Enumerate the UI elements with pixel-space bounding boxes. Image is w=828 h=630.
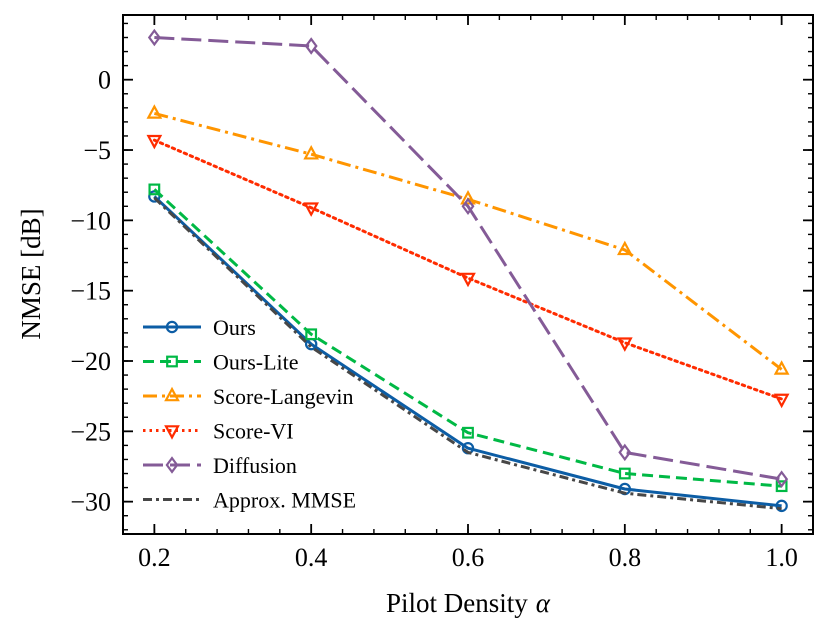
- data-point: [773, 393, 790, 409]
- x-axis-label-symbol: α: [536, 588, 551, 618]
- legend-item: Approx. MMSE: [143, 488, 356, 513]
- y-tick-label: 0: [98, 66, 111, 95]
- x-tick-label: 0.4: [295, 543, 328, 572]
- data-point: [146, 134, 163, 150]
- data-point: [146, 104, 163, 119]
- legend-label: Approx. MMSE: [213, 488, 356, 513]
- y-axis-label: NMSE [dB]: [16, 208, 46, 339]
- legend: Ours Ours-Lite Score-Langevin Score-VI Diffu…: [143, 315, 356, 513]
- data-point: [303, 145, 320, 160]
- series-score-vi: [146, 134, 790, 409]
- legend-label: Diffusion: [213, 453, 297, 478]
- series-line: [153, 188, 782, 488]
- data-point: [461, 197, 475, 216]
- y-tick-label: −25: [70, 417, 111, 446]
- data-point: [616, 337, 633, 352]
- data-point: [618, 467, 631, 480]
- x-tick-label: 0.8: [609, 543, 642, 572]
- legend-label: Ours: [213, 315, 256, 340]
- data-point: [304, 37, 318, 55]
- data-point: [147, 28, 161, 47]
- legend-label: Ours-Lite: [213, 350, 299, 375]
- legend-marker: [164, 386, 180, 402]
- ticks-layer: 0.2 0.4 0.6 0.8 1.0 0 −5 −10 −15 −20 −25 −30: [70, 15, 814, 572]
- legend-marker: [164, 425, 180, 440]
- data-point: [618, 443, 632, 462]
- legend-marker: [165, 320, 179, 334]
- y-tick-label: −30: [70, 488, 111, 517]
- data-point: [462, 426, 474, 439]
- legend-marker: [166, 355, 178, 368]
- x-tick-label: 0.2: [138, 543, 171, 572]
- series-approx-mmse: [153, 196, 782, 511]
- y-tick-label: −15: [70, 277, 111, 306]
- y-tick-label: −10: [70, 206, 111, 235]
- data-point: [305, 328, 318, 341]
- series-layer: [146, 28, 790, 513]
- legend-marker: [165, 456, 179, 474]
- series-line: [154, 36, 782, 481]
- legend-item: Score-VI: [143, 419, 294, 444]
- data-point: [148, 183, 161, 196]
- x-tick-label: 1.0: [765, 543, 798, 572]
- data-point: [773, 360, 790, 375]
- data-point: [775, 499, 788, 513]
- data-point: [460, 272, 476, 288]
- data-point: [775, 470, 789, 488]
- plot-frame: [122, 14, 814, 535]
- y-tick-label: −5: [83, 136, 111, 165]
- series-line: [153, 195, 782, 508]
- data-point: [775, 480, 788, 493]
- legend-item: Ours-Lite: [143, 350, 299, 375]
- legend-item: Diffusion: [143, 453, 297, 478]
- y-tick-label: −20: [70, 347, 111, 376]
- data-point: [616, 240, 633, 256]
- data-point: [303, 202, 320, 217]
- legend-item: Score-Langevin: [143, 384, 354, 409]
- x-axis-label-text: Pilot Density: [386, 588, 528, 618]
- series-line: [152, 138, 784, 401]
- x-axis-label: Pilot Density α: [386, 588, 551, 618]
- series-line: [153, 196, 782, 511]
- legend-label: Score-VI: [213, 419, 294, 444]
- legend-item: Ours: [143, 315, 256, 340]
- series-diffusion: [147, 28, 789, 488]
- x-tick-label: 0.6: [452, 543, 485, 572]
- series-ours-lite: [148, 183, 788, 493]
- data-point: [460, 190, 476, 205]
- legend-label: Score-Langevin: [213, 384, 354, 409]
